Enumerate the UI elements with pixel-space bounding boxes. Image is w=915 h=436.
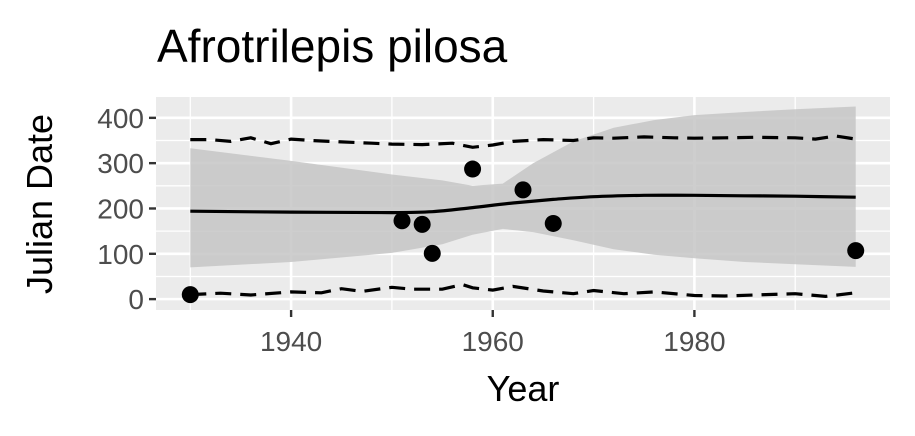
data-point bbox=[514, 181, 532, 199]
x-axis-title: Year bbox=[487, 368, 560, 409]
data-point bbox=[464, 160, 482, 178]
y-tick-label: 300 bbox=[97, 148, 144, 179]
x-tick-label: 1980 bbox=[663, 326, 725, 357]
y-axis-title: Julian Date bbox=[19, 114, 60, 294]
data-point bbox=[413, 215, 431, 233]
y-tick-label: 0 bbox=[128, 284, 144, 315]
y-tick-label: 100 bbox=[97, 239, 144, 270]
data-point bbox=[544, 214, 562, 232]
y-axis: 0 100 200 300 400 bbox=[97, 103, 156, 315]
data-point bbox=[847, 242, 865, 260]
data-point bbox=[423, 244, 441, 262]
y-tick-label: 200 bbox=[97, 193, 144, 224]
x-tick-label: 1940 bbox=[260, 326, 322, 357]
trend-line bbox=[190, 193, 856, 215]
data-point bbox=[393, 212, 411, 230]
chart-title: Afrotrilepis pilosa bbox=[157, 20, 508, 72]
lower-quantile-line bbox=[190, 282, 856, 299]
data-points bbox=[181, 160, 865, 304]
x-tick-label: 1960 bbox=[462, 326, 524, 357]
x-axis: 1940 1960 1980 bbox=[260, 310, 726, 357]
data-point bbox=[181, 286, 199, 304]
upper-quantile-line bbox=[190, 134, 856, 149]
y-tick-label: 400 bbox=[97, 103, 144, 134]
